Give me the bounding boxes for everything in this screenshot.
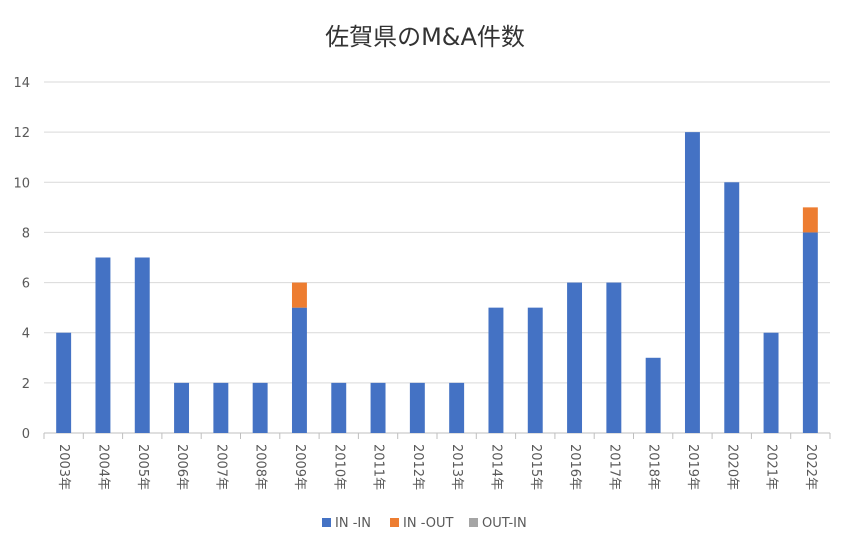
x-tick-label: 2004年 bbox=[95, 444, 110, 490]
y-axis: 0 2 4 6 8 10 12 14 bbox=[13, 76, 30, 442]
bar-in-in-6 bbox=[291, 307, 307, 433]
x-tick-label: 2012年 bbox=[410, 444, 425, 490]
x-tick-label: 2021年 bbox=[764, 444, 779, 490]
bars bbox=[56, 132, 818, 433]
x-tick-label: 2005年 bbox=[135, 444, 150, 490]
x-tick-label: 2017年 bbox=[606, 444, 621, 490]
x-tick-label: 2022年 bbox=[803, 444, 818, 490]
x-tick-label: 2020年 bbox=[724, 444, 739, 490]
y-tick-label: 8 bbox=[22, 226, 30, 241]
bar-in-out-6 bbox=[291, 282, 307, 308]
x-axis: 2003年 2004年 2005年 2006年 2007年 2008年 2009年 2010年… bbox=[43, 433, 831, 490]
x-tick-label: 2003年 bbox=[56, 444, 71, 490]
y-tick-label: 14 bbox=[13, 76, 30, 91]
x-tick-label: 2015年 bbox=[528, 444, 543, 490]
bar-in-in-13 bbox=[567, 282, 583, 433]
bar-in-in-10 bbox=[449, 382, 465, 433]
chart-title: 佐賀県のM&A件数 bbox=[325, 23, 525, 51]
legend-swatch bbox=[322, 518, 331, 527]
bar-in-in-1 bbox=[95, 257, 111, 433]
x-tick-label: 2007年 bbox=[213, 444, 228, 490]
bar-in-in-18 bbox=[763, 332, 779, 433]
bar-in-out-19 bbox=[802, 207, 818, 233]
x-tick-label: 2011年 bbox=[371, 444, 386, 490]
bar-in-in-4 bbox=[213, 382, 229, 433]
y-tick-label: 2 bbox=[22, 377, 30, 392]
bar-in-in-11 bbox=[488, 307, 504, 433]
x-tick-label: 2009年 bbox=[292, 444, 307, 490]
x-tick-label: 2016年 bbox=[567, 444, 582, 490]
bar-in-in-14 bbox=[606, 282, 622, 433]
bar-in-in-16 bbox=[684, 132, 700, 433]
legend-swatch bbox=[390, 518, 399, 527]
grid bbox=[44, 81, 830, 434]
bar-in-in-3 bbox=[174, 382, 190, 433]
legend-label: OUT-IN bbox=[482, 516, 527, 531]
bar-in-in-2 bbox=[134, 257, 150, 433]
bar-in-in-15 bbox=[645, 357, 661, 433]
y-tick-label: 0 bbox=[22, 427, 30, 442]
y-tick-label: 6 bbox=[22, 277, 30, 292]
x-tick-label: 2014年 bbox=[488, 444, 503, 490]
bar-in-in-19 bbox=[802, 232, 818, 433]
legend-label: IN -IN bbox=[335, 516, 371, 531]
legend-swatch bbox=[469, 518, 478, 527]
y-tick-label: 4 bbox=[22, 327, 30, 342]
x-tick-label: 2006年 bbox=[174, 444, 189, 490]
x-tick-label: 2019年 bbox=[685, 444, 700, 490]
x-tick-label: 2013年 bbox=[449, 444, 464, 490]
legend-label: IN -OUT bbox=[403, 516, 453, 531]
bar-in-in-0 bbox=[56, 332, 72, 433]
legend: IN -IN IN -OUT OUT-IN bbox=[322, 516, 527, 531]
bar-in-in-5 bbox=[252, 382, 268, 433]
x-tick-label: 2010年 bbox=[331, 444, 346, 490]
y-tick-label: 10 bbox=[13, 176, 30, 191]
bar-in-in-7 bbox=[331, 382, 347, 433]
bar-in-in-9 bbox=[409, 382, 425, 433]
bar-in-in-17 bbox=[724, 182, 740, 433]
x-tick-label: 2008年 bbox=[253, 444, 268, 490]
bar-in-in-12 bbox=[527, 307, 543, 433]
x-tick-label: 2018年 bbox=[646, 444, 661, 490]
bar-in-in-8 bbox=[370, 382, 386, 433]
y-tick-label: 12 bbox=[13, 126, 30, 141]
